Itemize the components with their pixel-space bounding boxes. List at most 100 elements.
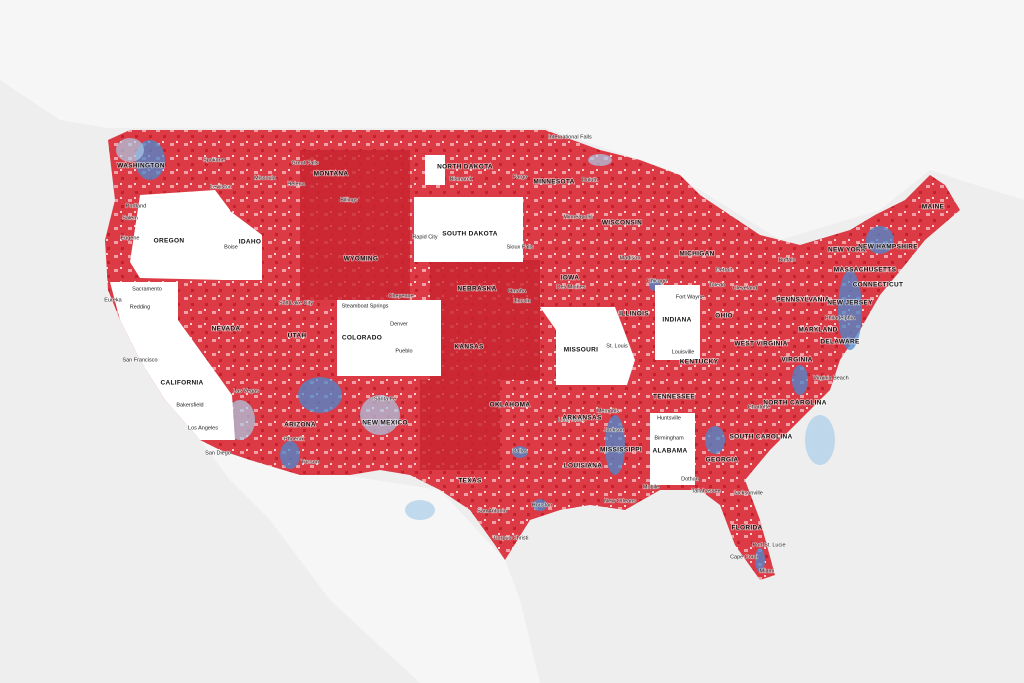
state-label: SOUTH CAROLINA (729, 434, 792, 441)
state-label: VIRGINIA (781, 357, 812, 364)
city-label: St. Louis (606, 343, 628, 349)
city-label: Eugene (121, 235, 140, 241)
city-label: Dallas (512, 448, 528, 454)
city-label: Eureka (104, 297, 122, 303)
canada (0, 0, 1024, 240)
city-label: Virginia Beach (813, 375, 848, 381)
state-label: OREGON (154, 238, 185, 245)
city-label: New Orleans (604, 498, 636, 504)
state-label: COLORADO (342, 335, 382, 342)
city-label: Mobile (643, 484, 659, 490)
city-label: Corpus Christi (494, 535, 529, 541)
city-label: Bakersfield (176, 402, 203, 408)
city-label: Redding (130, 304, 151, 310)
city-label: Toledo (709, 282, 725, 288)
state-label: NEVADA (212, 326, 241, 333)
city-label: Helena (287, 181, 305, 187)
state-label: OHIO (715, 313, 733, 320)
state-label: WISCONSIN (602, 220, 642, 227)
city-label: Billings (340, 197, 358, 203)
city-label: Bismarck (450, 176, 473, 182)
city-label: Little Rock (558, 417, 584, 423)
state-label: MINNESOTA (533, 179, 574, 186)
city-label: San Antonio (477, 508, 507, 514)
city-label: Santa Fe (374, 396, 396, 402)
city-label: International Falls (548, 134, 592, 140)
city-label: Jackson (604, 427, 624, 433)
state-label: MICHIGAN (679, 251, 714, 258)
state-label: CALIFORNIA (160, 380, 203, 387)
state-label: TENNESSEE (653, 394, 695, 401)
state-label: MAINE (922, 204, 945, 211)
city-label: Cheyenne (388, 293, 413, 299)
state-label: WASHINGTON (117, 163, 165, 170)
city-label: Salem (122, 215, 138, 221)
state-label: UTAH (288, 333, 307, 340)
city-label: Birmingham (654, 435, 684, 441)
state-label: NEW HAMPSHIRE (858, 244, 918, 251)
city-label: Lewiston (210, 184, 232, 190)
state-label: OKLAHOMA (490, 402, 531, 409)
city-label: Omaha (508, 288, 527, 294)
state-label: ARKANSAS (562, 415, 602, 422)
city-label: Phoenix (284, 436, 304, 442)
city-label: Missoula (254, 175, 277, 181)
city-label: Fargo (513, 174, 527, 180)
city-label: Miami (760, 568, 775, 574)
state-label: IOWA (561, 275, 580, 282)
state-label: IDAHO (239, 239, 261, 246)
city-label: Lincoln (513, 298, 530, 304)
city-label: Minneapolis (563, 214, 593, 220)
state-label: NORTH CAROLINA (763, 400, 826, 407)
state-label: GEORGIA (706, 457, 739, 464)
city-label: Buffalo (778, 257, 795, 263)
state-label: PENNSYLVANIA (776, 297, 830, 304)
city-label: Duluth (582, 177, 598, 183)
city-label: Charlotte (748, 404, 770, 410)
state-label: TEXAS (458, 478, 482, 485)
city-label: Steamboat Springs (342, 303, 389, 309)
state-label: FLORIDA (732, 525, 763, 532)
city-label: Chicago (647, 278, 667, 284)
state-label: MASSACHUSETTS (834, 267, 897, 274)
city-label: Cape Coral (730, 554, 758, 560)
state-label: MISSOURI (564, 347, 599, 354)
city-label: Cleveland (733, 285, 757, 291)
city-label: Salt Lake City (279, 300, 313, 306)
city-label: Louisville (672, 349, 695, 355)
city-label: Des Moines (556, 284, 585, 290)
city-label: Houston (532, 502, 553, 508)
state-label: NEW MEXICO (362, 420, 408, 427)
city-label: Dothan (681, 476, 699, 482)
city-label: Port St. Lucie (752, 542, 785, 548)
city-label: Pueblo (395, 348, 412, 354)
state-label: NORTH DAKOTA (437, 164, 493, 171)
city-label: Las Vegas (233, 388, 259, 394)
state-label: NEW JERSEY (827, 300, 873, 307)
state-label: MISSISSIPPI (600, 447, 642, 454)
state-label: ILLINOIS (619, 311, 649, 318)
mexico (200, 440, 540, 683)
city-label: Tucson (301, 459, 319, 465)
city-label: San Diego (205, 450, 231, 456)
state-label: KANSAS (454, 344, 484, 351)
city-label: Rapid City (412, 234, 438, 240)
city-label: San Francisco (122, 357, 157, 363)
city-label: Boise (224, 244, 238, 250)
city-label: Los Angeles (188, 425, 218, 431)
state-label: MONTANA (314, 171, 349, 178)
blue-areas (135, 140, 894, 572)
city-label: Sioux Falls (507, 244, 534, 250)
city-label: Tallahassee (691, 488, 720, 494)
city-label: Jacksonville (733, 490, 763, 496)
state-label: WEST VIRGINIA (734, 341, 787, 348)
city-label: Huntsville (657, 415, 681, 421)
state-label: NEBRASKA (457, 286, 496, 293)
city-label: Sacramento (132, 286, 162, 292)
city-label: Memphis (597, 408, 620, 414)
state-label: SOUTH DAKOTA (442, 231, 497, 238)
state-label: DELAWARE (820, 339, 860, 346)
city-label: Great Falls (292, 160, 319, 166)
strong-red-areas (300, 150, 540, 470)
city-label: Portland (126, 203, 147, 209)
